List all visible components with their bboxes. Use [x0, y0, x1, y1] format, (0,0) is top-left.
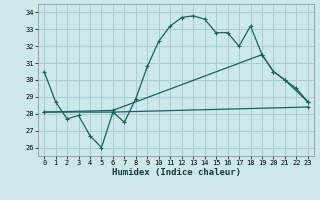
X-axis label: Humidex (Indice chaleur): Humidex (Indice chaleur)	[111, 168, 241, 177]
